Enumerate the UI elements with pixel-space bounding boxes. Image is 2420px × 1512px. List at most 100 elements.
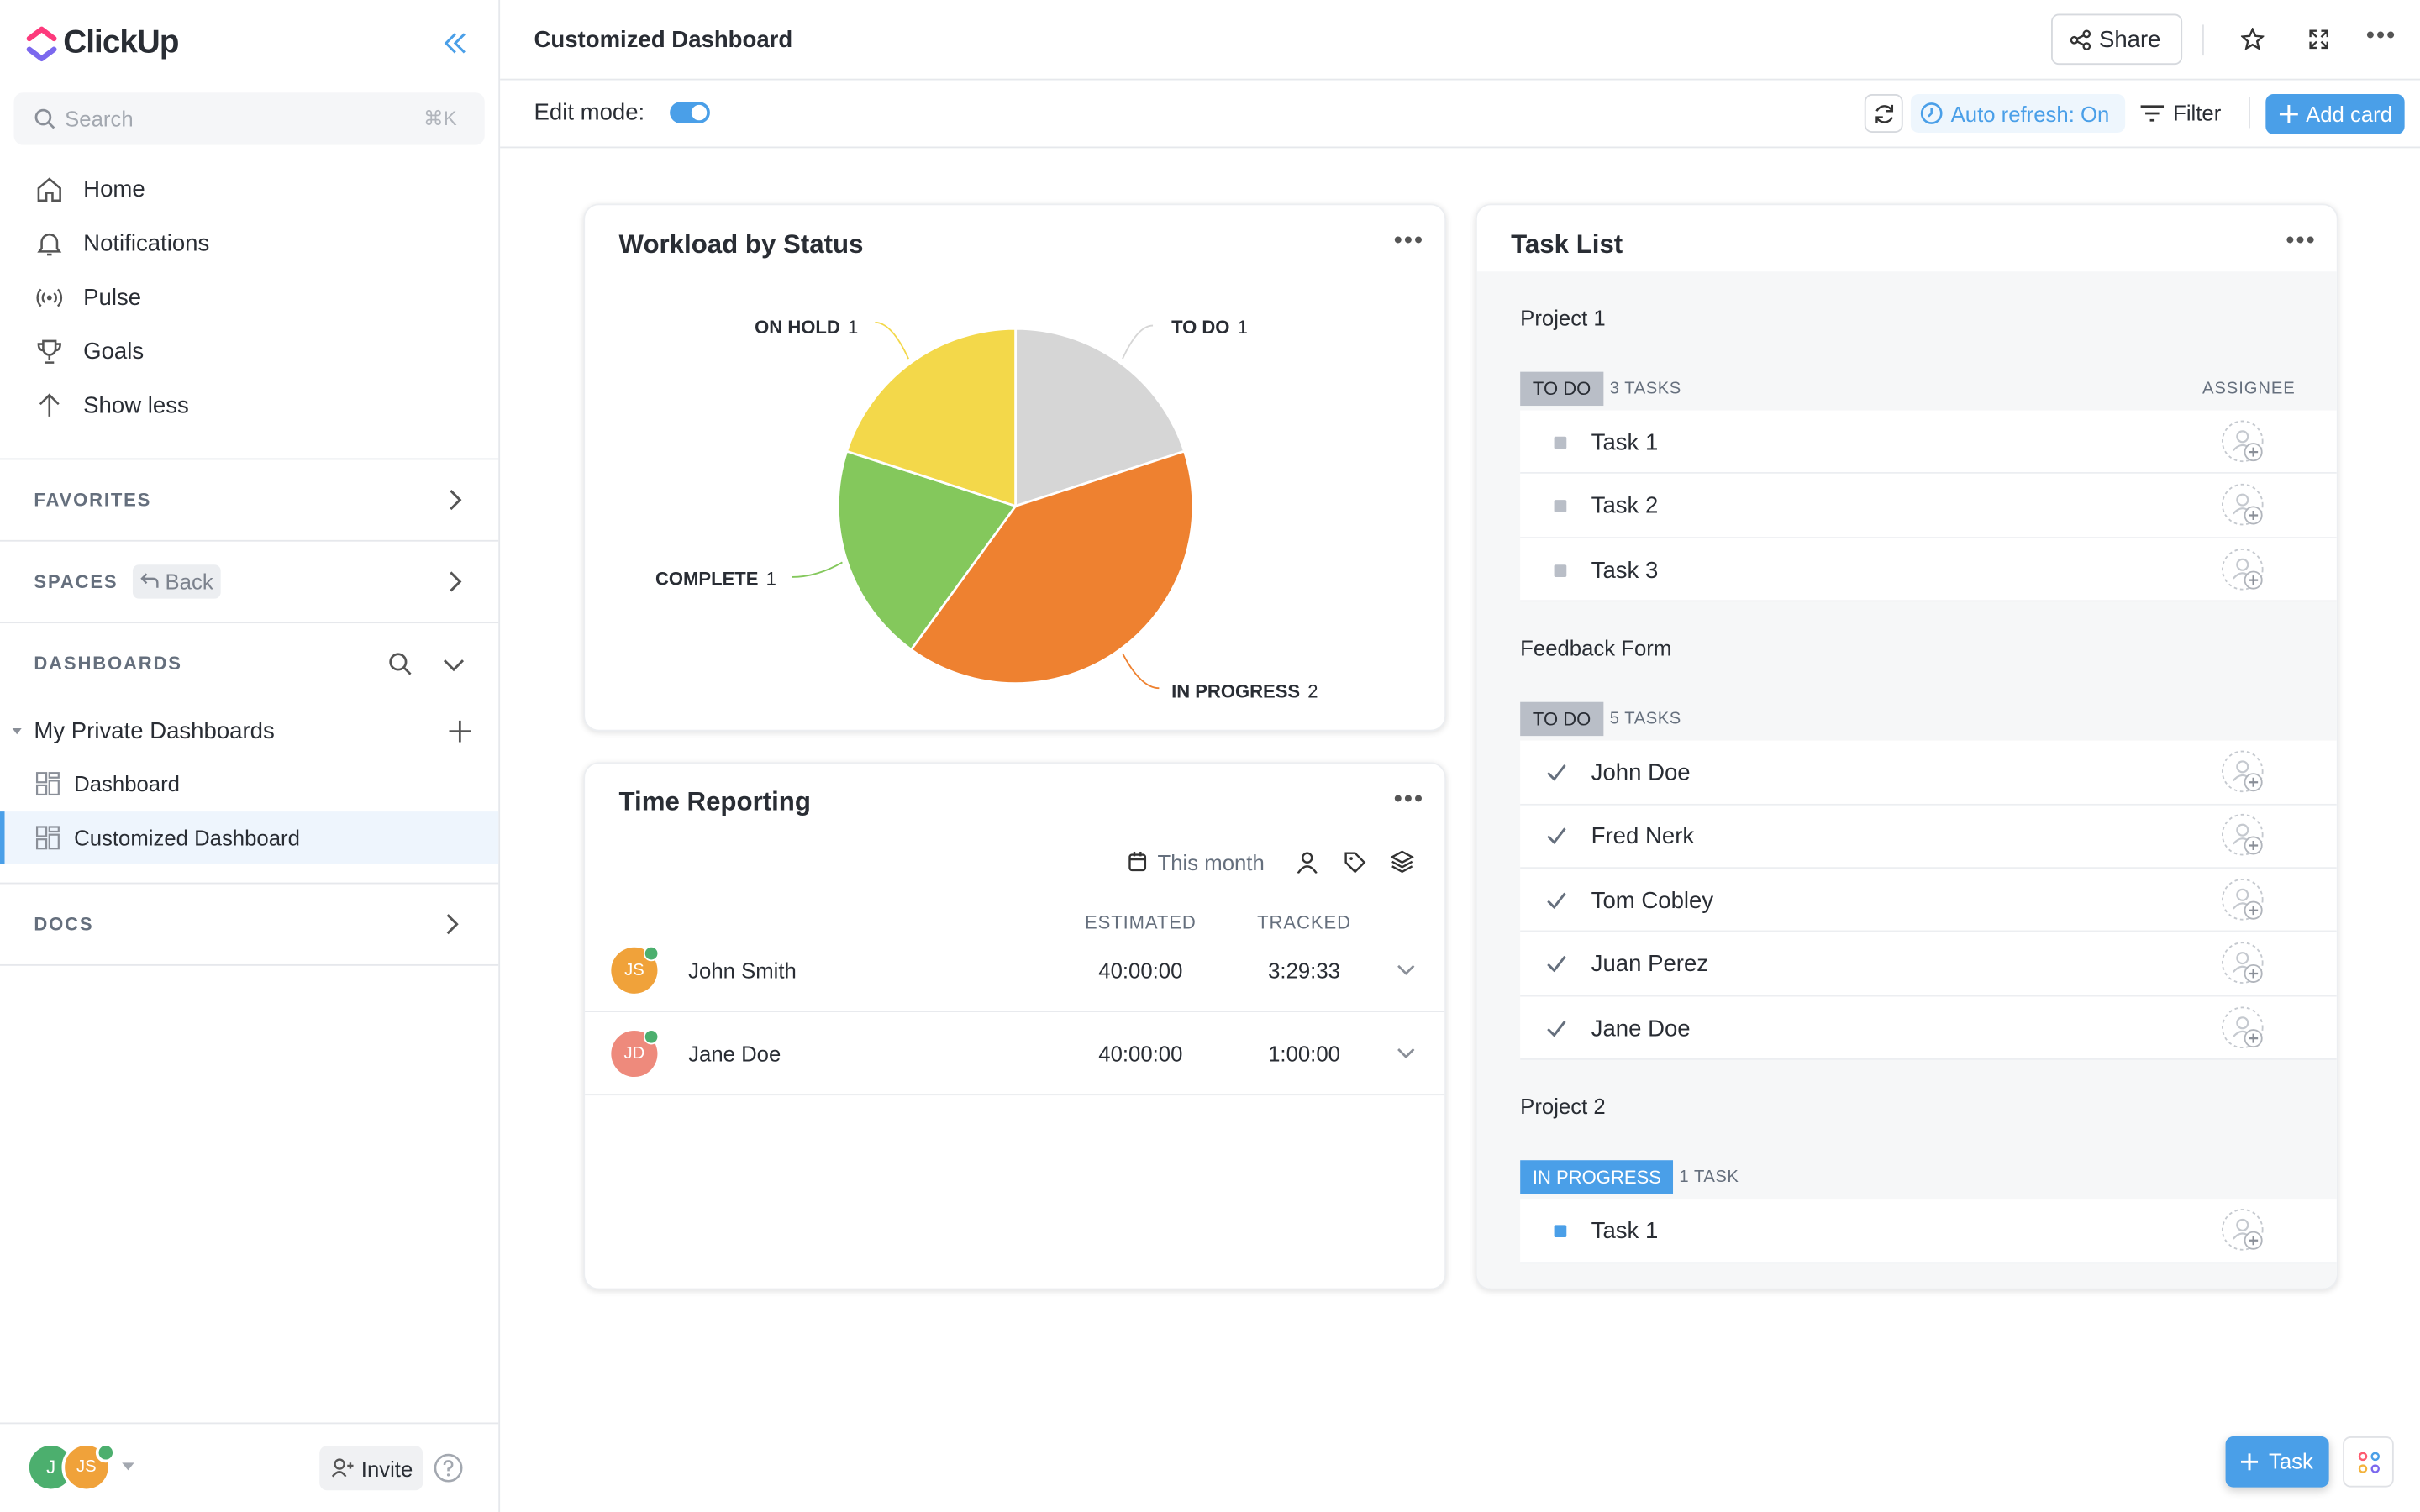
assign-button[interactable] xyxy=(2221,419,2270,469)
search-icon xyxy=(34,108,55,129)
row-divider xyxy=(585,1011,1445,1012)
assign-button[interactable] xyxy=(2221,1208,2270,1257)
task-status-dot xyxy=(1554,436,1567,449)
task-row[interactable] xyxy=(1520,932,2337,997)
task-row[interactable] xyxy=(1520,410,2337,475)
apps-icon xyxy=(2358,1452,2380,1473)
more-button[interactable]: ••• xyxy=(2365,23,2397,50)
divider xyxy=(0,539,499,542)
back-chip[interactable]: Back xyxy=(132,564,221,599)
pie-chart: TO DO 1 IN PROGRESS 2 COMPLETE 1 ON HOLD 1 xyxy=(655,317,1318,702)
dashboard-item[interactable]: Customized Dashboard xyxy=(74,825,300,851)
spaces-header[interactable]: SPACES xyxy=(34,570,118,593)
refresh-icon xyxy=(1876,104,1894,123)
task-row[interactable] xyxy=(1520,1199,2337,1263)
task-count: 1 TASK xyxy=(1679,1168,1739,1187)
share-button[interactable]: Share xyxy=(2051,13,2183,66)
divider xyxy=(0,458,499,460)
apps-button[interactable] xyxy=(2343,1436,2394,1488)
task-name: Task 3 xyxy=(1591,557,1659,584)
fullscreen-button[interactable] xyxy=(2309,29,2329,50)
nav-item[interactable]: Notifications xyxy=(83,230,210,257)
nav-item[interactable]: Goals xyxy=(83,339,145,365)
column-header: TRACKED xyxy=(1257,911,1351,934)
caret[interactable] xyxy=(122,1462,134,1472)
back-label: Back xyxy=(165,569,213,595)
assign-button[interactable] xyxy=(2221,814,2270,864)
share-icon xyxy=(2070,29,2091,50)
chevron[interactable] xyxy=(448,571,463,593)
filter-button[interactable]: Filter xyxy=(2173,100,2222,125)
nav-icon xyxy=(37,177,61,202)
search-placeholder: Search xyxy=(65,106,134,132)
task-name: Tom Cobley xyxy=(1591,887,1714,914)
refresh-button[interactable] xyxy=(1864,94,1903,133)
help-button[interactable] xyxy=(434,1453,463,1483)
task-row[interactable] xyxy=(1520,869,2337,933)
auto-refresh-chip[interactable]: Auto refresh: On xyxy=(1910,94,2126,133)
card-menu[interactable]: ••• xyxy=(2286,228,2317,255)
page-title: Customized Dashboard xyxy=(534,27,793,54)
expand-row[interactable] xyxy=(1397,964,1415,977)
docs-header[interactable]: DOCS xyxy=(34,913,94,936)
dashboard-item[interactable]: Dashboard xyxy=(74,771,180,796)
share-label: Share xyxy=(2098,27,2161,54)
expand-row[interactable] xyxy=(1397,1047,1415,1059)
nav-item[interactable]: Home xyxy=(83,176,145,203)
group-name: Project 2 xyxy=(1520,1094,1606,1119)
task-row[interactable] xyxy=(1520,740,2337,806)
caret[interactable] xyxy=(11,725,24,738)
user-name: John Smith xyxy=(688,958,797,984)
task-check xyxy=(1547,1020,1566,1037)
pie-label-value: 1 xyxy=(1238,317,1248,338)
task-row[interactable] xyxy=(1520,538,2337,602)
favorite-button[interactable] xyxy=(2240,28,2265,51)
assign-button[interactable] xyxy=(2221,749,2270,799)
search-box[interactable]: Search ⌘K xyxy=(13,92,485,145)
time-reporting-card: Time Reporting ••• This month ESTIMATED T… xyxy=(583,762,1447,1290)
assign-button[interactable] xyxy=(2221,942,2270,991)
user-filter[interactable] xyxy=(1297,852,1318,874)
period-filter[interactable]: This month xyxy=(1157,850,1265,875)
pie-label-category: TO DO xyxy=(1171,317,1229,338)
pie-label-category: IN PROGRESS xyxy=(1171,681,1300,702)
assign-button[interactable] xyxy=(2221,547,2270,596)
add-dashboard[interactable] xyxy=(449,720,471,743)
task-row[interactable] xyxy=(1520,474,2337,538)
invite-icon xyxy=(331,1458,354,1478)
nav-item[interactable]: Show less xyxy=(83,392,189,419)
edit-mode-toggle[interactable] xyxy=(670,102,710,123)
online-dot xyxy=(643,945,660,962)
tag-filter[interactable] xyxy=(1344,852,1366,874)
chevron[interactable] xyxy=(445,913,460,935)
assign-button[interactable] xyxy=(2221,878,2270,927)
plus-icon xyxy=(2240,1453,2259,1471)
favorites-header[interactable]: FAVORITES xyxy=(34,489,152,511)
dashboard-group[interactable]: My Private Dashboards xyxy=(34,718,275,745)
card-menu[interactable]: ••• xyxy=(1393,228,1424,255)
task-name: John Doe xyxy=(1591,759,1691,786)
task-row[interactable] xyxy=(1520,805,2337,869)
chevron-down[interactable] xyxy=(443,657,465,672)
new-task-button[interactable]: Task xyxy=(2225,1436,2329,1488)
chevron[interactable] xyxy=(448,489,463,511)
nav-icon xyxy=(37,233,62,256)
row-divider xyxy=(585,1093,1445,1095)
add-card-button[interactable]: Add card xyxy=(2265,94,2405,134)
divider xyxy=(0,1422,499,1425)
card-menu[interactable]: ••• xyxy=(1393,786,1424,813)
assign-button[interactable] xyxy=(2221,1005,2270,1055)
clock-icon xyxy=(1920,102,1943,124)
task-row[interactable] xyxy=(1520,996,2337,1061)
invite-button[interactable]: Invite xyxy=(319,1446,424,1491)
divider xyxy=(500,78,2420,81)
search-icon[interactable] xyxy=(389,653,413,676)
collapse-button[interactable] xyxy=(443,33,467,55)
calendar-icon xyxy=(1128,851,1147,872)
assign-button[interactable] xyxy=(2221,483,2270,533)
task-name: Juan Perez xyxy=(1591,951,1709,978)
dashboards-header[interactable]: DASHBOARDS xyxy=(34,652,182,675)
layers-filter[interactable] xyxy=(1390,850,1414,874)
nav-item[interactable]: Pulse xyxy=(83,284,142,312)
